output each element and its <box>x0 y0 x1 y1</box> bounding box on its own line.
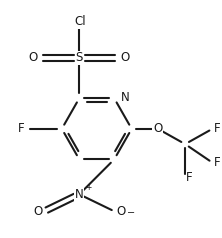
Text: F: F <box>214 156 220 169</box>
Text: N: N <box>121 91 129 104</box>
Text: O: O <box>33 205 42 218</box>
Text: Cl: Cl <box>75 15 86 28</box>
Text: N: N <box>75 188 84 201</box>
Text: O: O <box>29 51 38 64</box>
Text: O: O <box>116 205 126 218</box>
Text: O: O <box>153 122 163 135</box>
Text: −: − <box>127 208 135 218</box>
Text: S: S <box>75 51 83 64</box>
Text: F: F <box>214 122 220 135</box>
Text: +: + <box>85 183 92 192</box>
Text: O: O <box>121 51 130 64</box>
Text: F: F <box>18 122 25 135</box>
Text: F: F <box>186 171 193 184</box>
